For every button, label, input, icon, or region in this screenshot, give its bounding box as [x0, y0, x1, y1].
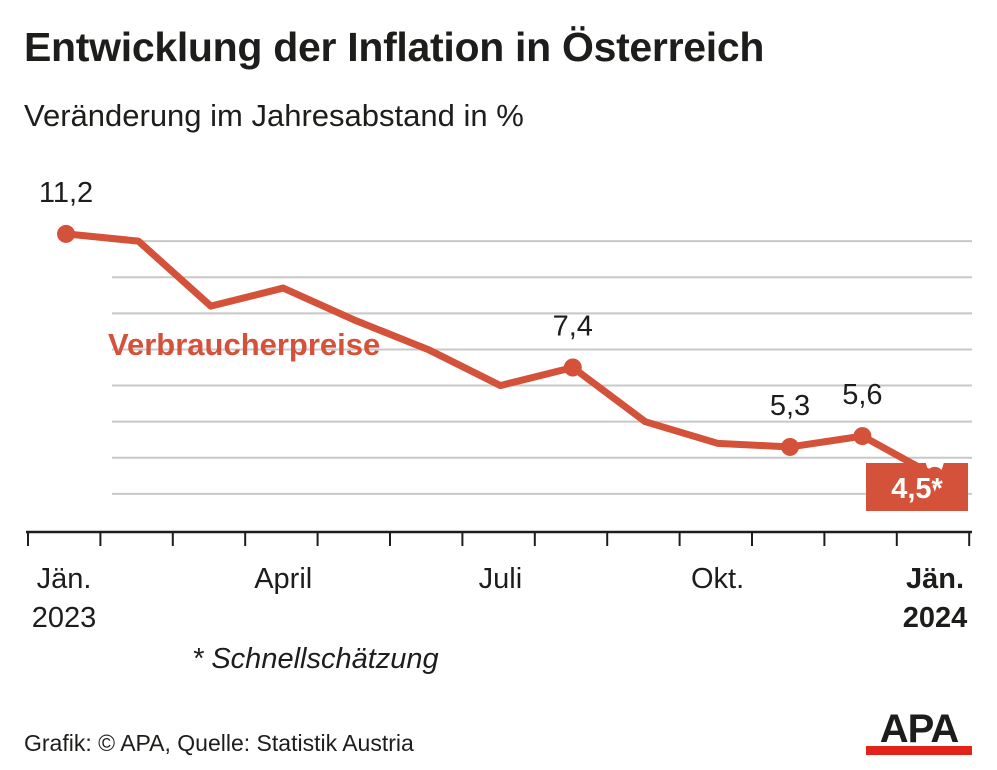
logo-bar — [866, 746, 972, 755]
footnote: * Schnellschätzung — [192, 643, 439, 675]
x-tick-label: Jän. — [37, 563, 92, 595]
data-label: 7,4 — [553, 311, 593, 343]
series-label: Verbraucherpreise — [108, 327, 380, 362]
highlight-callout — [866, 463, 968, 511]
data-point — [781, 437, 799, 456]
data-point — [57, 224, 75, 243]
x-tick-label-year: 2023 — [32, 602, 97, 634]
data-point — [853, 427, 872, 446]
x-tick-label: Jän. — [906, 563, 964, 595]
x-tick-label: April — [254, 563, 312, 595]
data-label: 5,3 — [770, 390, 810, 422]
data-point — [563, 358, 582, 377]
data-label: 11,2 — [39, 177, 93, 209]
chart-title: Entwicklung der Inflation in Österreich — [24, 24, 765, 70]
x-tick-label-year: 2024 — [903, 602, 968, 634]
x-tick-label: Juli — [479, 563, 523, 595]
data-label: 4,5* — [891, 473, 943, 505]
source-credit: Grafik: © APA, Quelle: Statistik Austria — [24, 730, 414, 756]
logo-text: APA — [880, 707, 959, 751]
data-label: 5,6 — [842, 379, 882, 411]
chart-subtitle: Veränderung im Jahresabstand in % — [24, 98, 524, 133]
apa-logo: APA — [866, 707, 972, 755]
x-tick-label: Okt. — [691, 563, 744, 595]
